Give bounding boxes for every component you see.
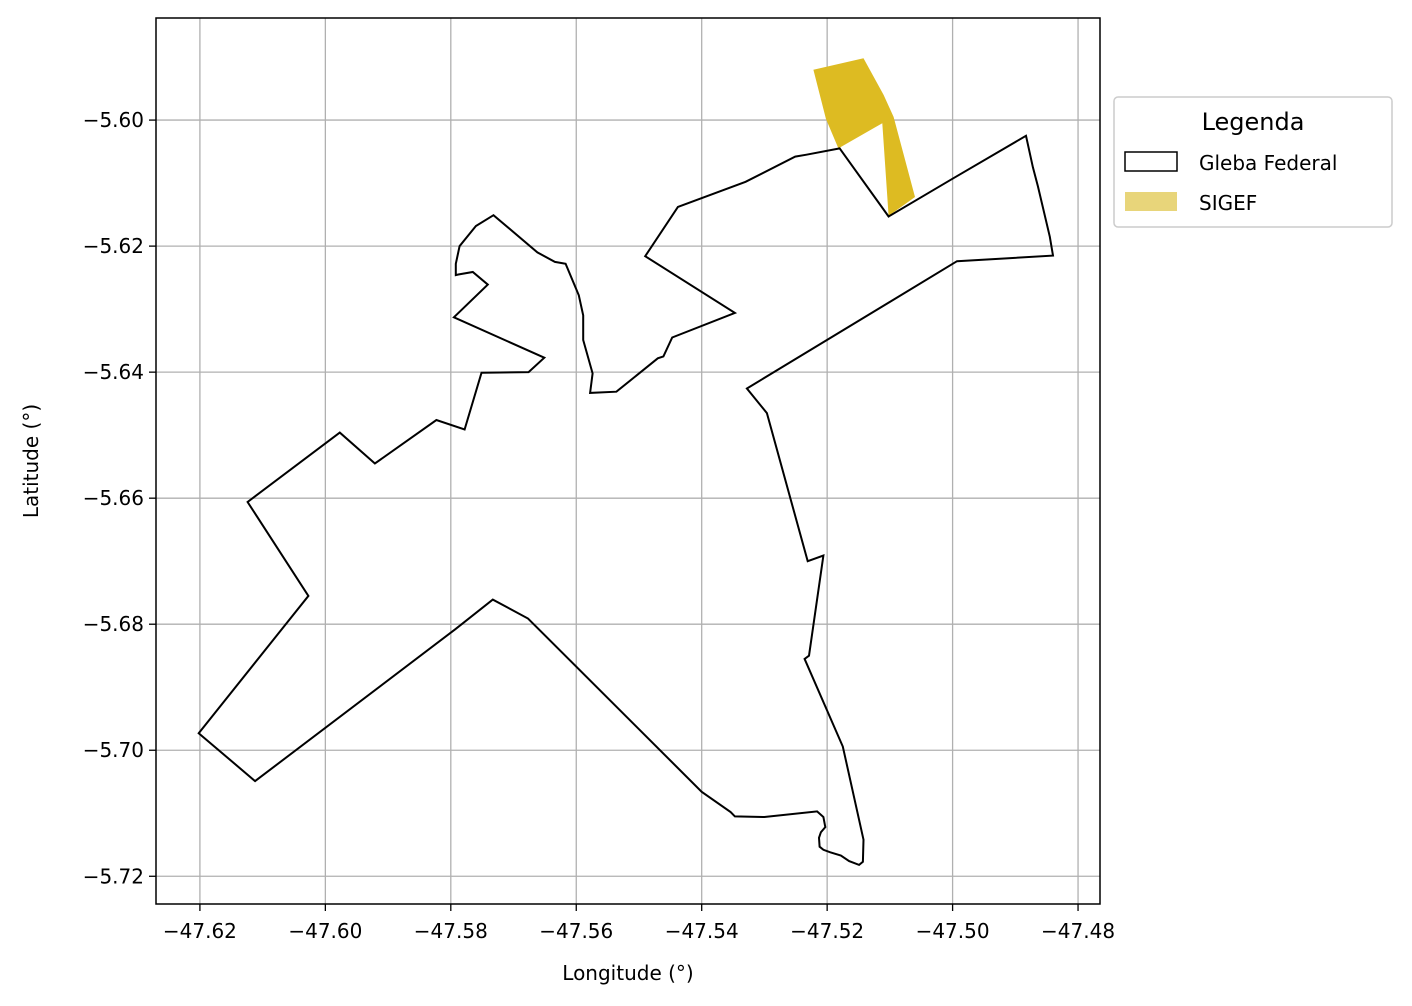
tick-layer: −47.62 −47.60 −47.58 −47.56 −47.54 −47.52 −47.… — [83, 108, 1115, 943]
y-tick-label: −5.72 — [83, 864, 144, 888]
y-tick-label: −5.68 — [83, 612, 144, 636]
x-tick-label: −47.52 — [790, 919, 864, 943]
y-tick-label: −5.70 — [83, 738, 144, 762]
legend: Legenda Gleba Federal SIGEF — [1113, 96, 1393, 228]
y-tick-label: −5.66 — [83, 486, 144, 510]
x-tick-label: −47.60 — [288, 919, 362, 943]
legend-label-sigef: SIGEF — [1199, 191, 1257, 215]
x-tick-label: −47.50 — [916, 919, 990, 943]
x-axis-label: Longitude (°) — [562, 961, 693, 985]
legend-swatch-gleba-federal — [1124, 151, 1178, 172]
x-tick-label: −47.56 — [539, 919, 613, 943]
sigef-polygon — [813, 58, 915, 216]
y-tick-label: −5.62 — [83, 234, 144, 258]
series-layer — [197, 58, 1055, 867]
legend-frame — [1113, 96, 1393, 228]
axes-frame — [155, 17, 1101, 905]
x-tick-label: −47.54 — [665, 919, 739, 943]
legend-label-gleba-federal: Gleba Federal — [1199, 151, 1337, 175]
y-axis-label: Latitude (°) — [19, 404, 43, 518]
legend-title: Legenda — [1202, 108, 1305, 136]
gleba-federal-polygon — [197, 134, 1055, 867]
x-tick-label: −47.48 — [1041, 919, 1115, 943]
x-tick-label: −47.62 — [163, 919, 237, 943]
legend-swatch-sigef — [1125, 192, 1177, 211]
gridlines — [156, 18, 1100, 904]
x-tick-label: −47.58 — [414, 919, 488, 943]
y-tick-label: −5.60 — [83, 108, 144, 132]
y-tick-label: −5.64 — [83, 360, 144, 384]
